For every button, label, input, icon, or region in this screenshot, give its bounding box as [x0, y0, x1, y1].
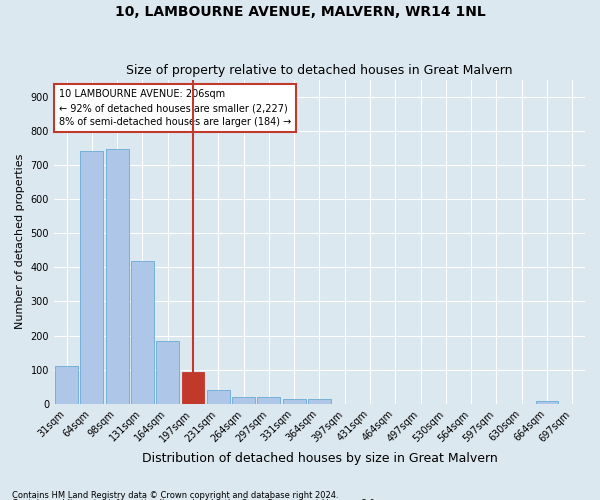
- Bar: [308, 400, 331, 404]
- Bar: [80, 152, 103, 404]
- Bar: [182, 372, 205, 404]
- Bar: [232, 397, 255, 404]
- Bar: [55, 366, 78, 404]
- Bar: [257, 397, 280, 404]
- Text: Contains public sector information licensed under the Open Government Licence v3: Contains public sector information licen…: [12, 499, 377, 500]
- Bar: [283, 399, 305, 404]
- X-axis label: Distribution of detached houses by size in Great Malvern: Distribution of detached houses by size …: [142, 452, 497, 465]
- Text: 10, LAMBOURNE AVENUE, MALVERN, WR14 1NL: 10, LAMBOURNE AVENUE, MALVERN, WR14 1NL: [115, 5, 485, 19]
- Y-axis label: Number of detached properties: Number of detached properties: [15, 154, 25, 330]
- Bar: [207, 390, 230, 404]
- Bar: [106, 148, 128, 404]
- Title: Size of property relative to detached houses in Great Malvern: Size of property relative to detached ho…: [126, 64, 513, 77]
- Bar: [157, 342, 179, 404]
- Bar: [131, 261, 154, 404]
- Text: Contains HM Land Registry data © Crown copyright and database right 2024.: Contains HM Land Registry data © Crown c…: [12, 490, 338, 500]
- Bar: [536, 401, 559, 404]
- Text: 10 LAMBOURNE AVENUE: 206sqm
← 92% of detached houses are smaller (2,227)
8% of s: 10 LAMBOURNE AVENUE: 206sqm ← 92% of det…: [59, 90, 292, 128]
